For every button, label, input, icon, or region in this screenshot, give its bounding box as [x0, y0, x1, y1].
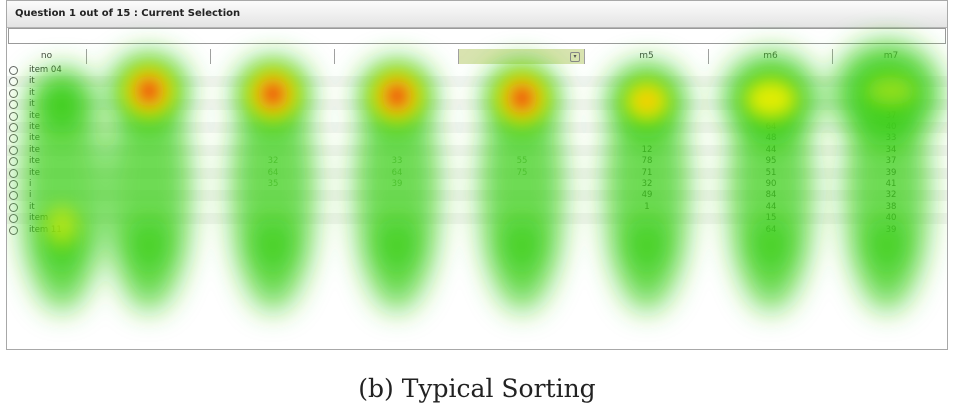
cell-faint-value: 32 [267, 156, 279, 167]
table-body: item 04 it it it ite 37 ite 64 40 ite 48 33 ite 12 44 3… [7, 65, 947, 235]
table-row[interactable]: ite 64 40 [7, 122, 947, 133]
table-row[interactable]: item 11 64 39 [7, 225, 947, 236]
row-radio-button[interactable] [9, 111, 18, 121]
row-label: item 04 [29, 65, 62, 75]
row-radio-button[interactable] [9, 123, 18, 132]
row-label: ite [29, 167, 40, 178]
row-label: it [29, 87, 35, 98]
row-radio-button[interactable] [9, 100, 18, 110]
row-label: it [29, 201, 35, 212]
table-row[interactable]: it 1 44 38 [7, 202, 947, 213]
row-label: i [29, 179, 32, 189]
column-header-m4[interactable]: ▾ [459, 49, 585, 64]
current-selection-field[interactable] [8, 28, 946, 44]
row-radio-button[interactable] [9, 180, 18, 189]
row-radio-button[interactable] [9, 77, 18, 87]
row-radio-button[interactable] [9, 145, 18, 155]
table-row[interactable]: ite 37 [7, 111, 947, 122]
table-row[interactable]: it [7, 88, 947, 99]
cell-m7: 39 [885, 167, 897, 178]
cell-faint-value: 35 [267, 179, 279, 189]
cell-faint-value: 39 [391, 179, 403, 189]
window-title: Question 1 out of 15 : Current Selection [15, 8, 241, 19]
row-label: ite [29, 156, 40, 167]
cell-m7: 33 [885, 133, 897, 144]
table-header: no ▾ m5 m6 m7 [7, 49, 947, 64]
table-row[interactable]: ite 12 44 34 [7, 144, 947, 156]
row-radio-button[interactable] [9, 202, 18, 212]
row-label: ite [29, 133, 40, 144]
row-radio-button[interactable] [9, 66, 18, 75]
table-row[interactable]: i 32 90 41 35 39 [7, 179, 947, 190]
row-radio-button[interactable] [9, 168, 18, 178]
row-label: i [29, 190, 32, 201]
cell-m5: 32 [641, 179, 653, 189]
cell-m6: 95 [765, 156, 777, 167]
row-label: item [29, 213, 49, 224]
row-radio-button[interactable] [9, 88, 18, 98]
table-row[interactable]: i 49 84 32 [7, 190, 947, 202]
table-row[interactable]: it [7, 99, 947, 111]
cell-m7: 34 [885, 144, 897, 155]
table-row[interactable]: ite 78 95 37 32 33 55 [7, 156, 947, 167]
table-row[interactable]: ite 48 33 [7, 133, 947, 144]
cell-m5: 12 [641, 144, 653, 155]
row-radio-button[interactable] [9, 157, 18, 167]
cell-m6: 15 [765, 213, 777, 224]
column-header-m3[interactable] [335, 49, 459, 64]
row-label: ite [29, 144, 40, 155]
column-header-m1[interactable] [87, 49, 211, 64]
row-label: ite [29, 122, 40, 132]
title-bar: Question 1 out of 15 : Current Selection [7, 1, 947, 28]
row-radio-button[interactable] [9, 225, 18, 235]
column-header-m6[interactable]: m6 [709, 49, 833, 64]
cell-m7: 39 [885, 224, 897, 235]
cell-m6: 44 [765, 201, 777, 212]
cell-m7: 38 [885, 201, 897, 212]
row-radio-button[interactable] [9, 214, 18, 224]
cell-faint-value: 64 [391, 167, 403, 178]
column-header-m2[interactable] [211, 49, 335, 64]
cell-m5: 78 [641, 156, 653, 167]
table-row[interactable]: item 04 [7, 65, 947, 76]
cell-m7: 41 [885, 179, 897, 189]
cell-m7: 40 [885, 213, 897, 224]
row-label: it [29, 99, 35, 110]
row-radio-button[interactable] [9, 191, 18, 201]
cell-m7: 40 [885, 122, 897, 132]
cell-m5: 71 [641, 167, 653, 178]
table-row[interactable]: item 15 40 [7, 213, 947, 225]
cell-m5: 49 [641, 190, 653, 201]
cell-m6: 64 [765, 224, 777, 235]
row-label: it [29, 76, 35, 87]
cell-m7: 37 [885, 110, 897, 121]
cell-m6: 90 [765, 179, 777, 189]
sort-arrow-icon[interactable]: ▾ [570, 52, 580, 62]
cell-faint-value: 64 [267, 167, 279, 178]
column-header-m7[interactable]: m7 [883, 51, 899, 61]
cell-faint-value: 55 [516, 156, 528, 167]
cell-faint-value: 33 [391, 156, 403, 167]
row-label: item 11 [29, 224, 62, 235]
cell-m7: 37 [885, 156, 897, 167]
cell-m5: 1 [644, 201, 650, 212]
column-header-m5[interactable]: m5 [585, 49, 709, 64]
cell-m6: 44 [765, 144, 777, 155]
cell-m7: 32 [885, 190, 897, 201]
row-label: ite [29, 110, 40, 121]
column-header-no[interactable]: no [7, 49, 87, 64]
table-row[interactable]: ite 71 51 39 64 64 75 [7, 167, 947, 179]
cell-m6: 51 [765, 167, 777, 178]
table-row[interactable]: it [7, 76, 947, 88]
question-panel: Question 1 out of 15 : Current Selection… [6, 0, 948, 350]
row-radio-button[interactable] [9, 134, 18, 144]
figure-caption: (b) Typical Sorting [358, 374, 596, 403]
cell-faint-value: 75 [516, 167, 528, 178]
cell-m6: 48 [765, 133, 777, 144]
cell-m6: 64 [765, 122, 777, 132]
cell-m6: 84 [765, 190, 777, 201]
